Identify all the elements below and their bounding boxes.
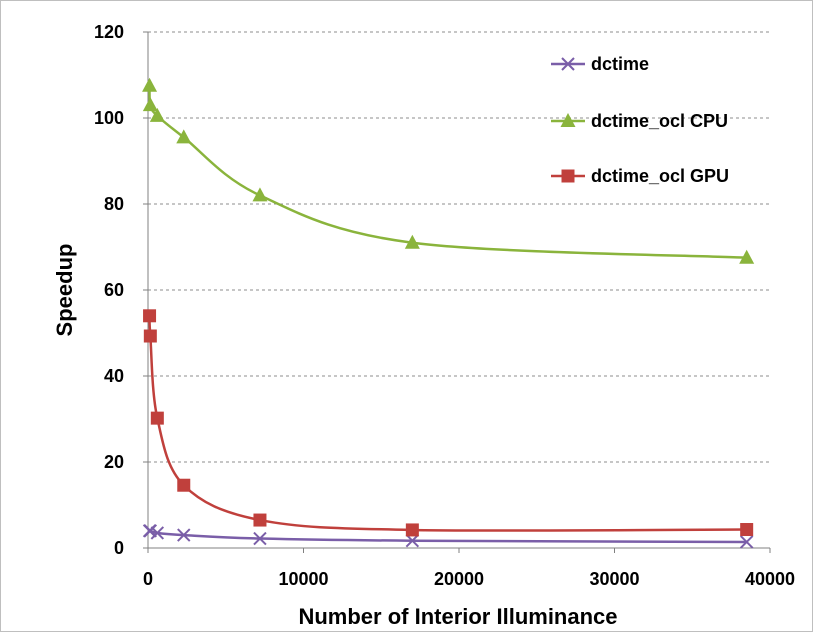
y-tick-label-3: 60	[104, 280, 124, 300]
point-0-5	[405, 533, 420, 548]
legend: dctime dctime_ocl CPU dctime_ocl GPU	[551, 54, 729, 186]
x-tick-label-4: 40000	[745, 569, 795, 589]
axes	[143, 31, 771, 553]
point-2-3	[177, 478, 191, 492]
point-1-2	[149, 107, 165, 122]
point-1-3	[176, 129, 192, 144]
point-1-5	[404, 234, 420, 249]
legend-label-1: dctime_ocl CPU	[591, 111, 728, 131]
tick-labels: 0 20 40 60 80 100 120 0 10000 20000 30000 40000	[94, 22, 795, 589]
point-0-3	[177, 528, 191, 542]
x-tick-label-0: 0	[143, 569, 153, 589]
y-tick-label-6: 120	[94, 22, 124, 42]
legend-marker-2	[561, 169, 575, 183]
gridlines	[148, 31, 770, 463]
series-1	[142, 77, 755, 264]
x-tick-label-1: 10000	[278, 569, 328, 589]
y-tick-label-4: 80	[104, 194, 124, 214]
point-2-5	[405, 523, 419, 537]
point-2-4	[253, 513, 267, 527]
legend-label-0: dctime	[591, 54, 649, 74]
y-axis-title: Speedup	[52, 244, 77, 337]
point-2-2	[150, 411, 164, 425]
legend-label-2: dctime_ocl GPU	[591, 166, 729, 186]
y-tick-label-2: 40	[104, 366, 124, 386]
point-2-6	[740, 523, 754, 537]
x-tick-label-3: 30000	[589, 569, 639, 589]
y-tick-label-0: 0	[114, 538, 124, 558]
point-1-1	[142, 97, 158, 112]
point-2-0	[143, 309, 157, 323]
series-0	[142, 524, 754, 549]
point-1-6	[739, 249, 755, 264]
legend-marker-0	[561, 57, 575, 71]
y-tick-label-1: 20	[104, 452, 124, 472]
point-1-0	[142, 77, 158, 92]
point-1-4	[252, 187, 268, 202]
legend-item-2: dctime_ocl GPU	[551, 166, 729, 186]
point-0-2	[150, 526, 165, 540]
series-line-2	[148, 315, 747, 532]
point-0-4	[253, 531, 267, 546]
series-group	[142, 77, 755, 549]
legend-item-0: dctime	[551, 54, 649, 74]
legend-marker-1	[560, 113, 576, 127]
point-0-6	[739, 535, 754, 549]
series-2	[143, 309, 754, 537]
legend-item-1: dctime_ocl CPU	[551, 111, 728, 131]
x-axis-title: Number of Interior Illuminance	[298, 604, 617, 629]
y-tick-label-5: 100	[94, 108, 124, 128]
x-tick-label-2: 20000	[434, 569, 484, 589]
point-2-1	[143, 329, 157, 343]
